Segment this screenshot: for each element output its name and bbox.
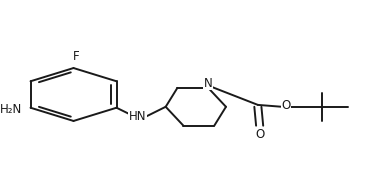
Text: F: F bbox=[73, 50, 80, 63]
Text: HN: HN bbox=[129, 110, 146, 123]
Text: O: O bbox=[281, 99, 291, 112]
Text: O: O bbox=[255, 128, 264, 141]
Text: N: N bbox=[204, 77, 213, 90]
Text: H₂N: H₂N bbox=[0, 103, 22, 116]
